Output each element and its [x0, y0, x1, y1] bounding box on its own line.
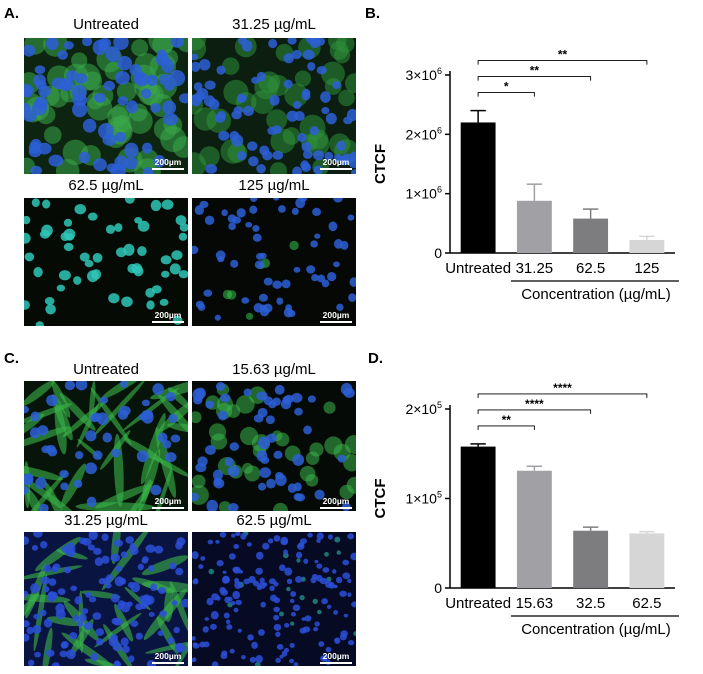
bar	[573, 530, 609, 588]
y-axis-label: CTCF	[372, 144, 389, 184]
y-tick-label: 3×106	[405, 66, 442, 83]
x-tick-label: 15.63	[516, 595, 554, 612]
panel-letter-a: A.	[4, 5, 19, 22]
significance-label: **	[530, 64, 540, 78]
micrograph-label: 62.5 µg/mL	[68, 177, 144, 194]
micrograph-label: 62.5 µg/mL	[236, 512, 312, 529]
micrograph-label: 125 µg/mL	[238, 177, 310, 194]
panel-letter-d: D.	[368, 350, 383, 367]
x-tick-label: Untreated	[445, 595, 511, 612]
scale-bar: 200µm	[320, 651, 352, 664]
micrograph-label: Untreated	[73, 361, 139, 378]
significance-label: *	[504, 80, 509, 94]
panel-letter-c: C.	[4, 350, 19, 367]
bar	[460, 446, 496, 588]
bar	[516, 200, 552, 253]
y-tick-label: 0	[434, 580, 442, 596]
micrograph-image	[24, 381, 188, 511]
micrograph-label: 31.25 µg/mL	[64, 512, 148, 529]
x-tick-label: 62.5	[576, 260, 605, 277]
panel-letter-b: B.	[365, 5, 380, 22]
y-tick-label: 0	[434, 245, 442, 261]
bar	[573, 218, 609, 253]
micrograph-image	[192, 532, 356, 666]
bar	[629, 533, 665, 588]
scale-bar: 200µm	[152, 157, 184, 170]
significance-bracket	[477, 393, 648, 398]
significance-bracket	[477, 425, 535, 430]
x-tick-label: 62.5	[632, 595, 661, 612]
significance-bracket	[477, 92, 535, 97]
x-tick-label: 125	[634, 260, 659, 277]
y-tick-label: 2×106	[405, 125, 442, 142]
scale-bar: 200µm	[152, 496, 184, 509]
y-tick-label: 1×105	[405, 490, 442, 507]
significance-label: ****	[553, 381, 572, 395]
x-tick-label: 32.5	[576, 595, 605, 612]
significance-bracket	[477, 76, 592, 81]
micrograph-image	[24, 532, 188, 666]
significance-label: **	[558, 48, 568, 62]
micrograph-label: Untreated	[73, 16, 139, 33]
scale-bar: 200µm	[152, 651, 184, 664]
bar-chart-b: 0 1×106 2×106 3×106 CTCF Untreated 31.25 62.5 12…	[372, 48, 679, 303]
bar	[629, 239, 665, 253]
y-tick-label: 2×105	[405, 400, 442, 417]
micrograph-label: 15.63 µg/mL	[232, 361, 316, 378]
scale-bar: 200µm	[320, 496, 352, 509]
x-axis-label: Concentration (µg/mL)	[521, 621, 671, 638]
micrograph-image	[192, 381, 356, 511]
micrograph-image	[192, 38, 356, 174]
significance-bracket	[477, 60, 648, 65]
micrograph-label: 31.25 µg/mL	[232, 16, 316, 33]
micrograph-image	[24, 38, 188, 174]
scale-bar: 200µm	[152, 310, 184, 323]
bar	[460, 122, 496, 253]
bar-chart-d: 0 1×105 2×105 CTCF Untreated 15.63 32.5 62.5 Con…	[372, 381, 679, 638]
x-axis-label: Concentration (µg/mL)	[521, 286, 671, 303]
y-tick-label: 1×106	[405, 185, 442, 202]
x-tick-label: 31.25	[516, 260, 554, 277]
micrograph-image	[192, 198, 356, 326]
y-axis-label: CTCF	[372, 479, 389, 519]
scale-bar: 200µm	[320, 310, 352, 323]
bar	[516, 470, 552, 588]
x-tick-label: Untreated	[445, 260, 511, 277]
significance-label: ****	[525, 397, 544, 411]
scale-bar: 200µm	[320, 157, 352, 170]
significance-label: **	[502, 413, 512, 427]
micrograph-image	[24, 198, 188, 326]
significance-bracket	[477, 409, 592, 414]
